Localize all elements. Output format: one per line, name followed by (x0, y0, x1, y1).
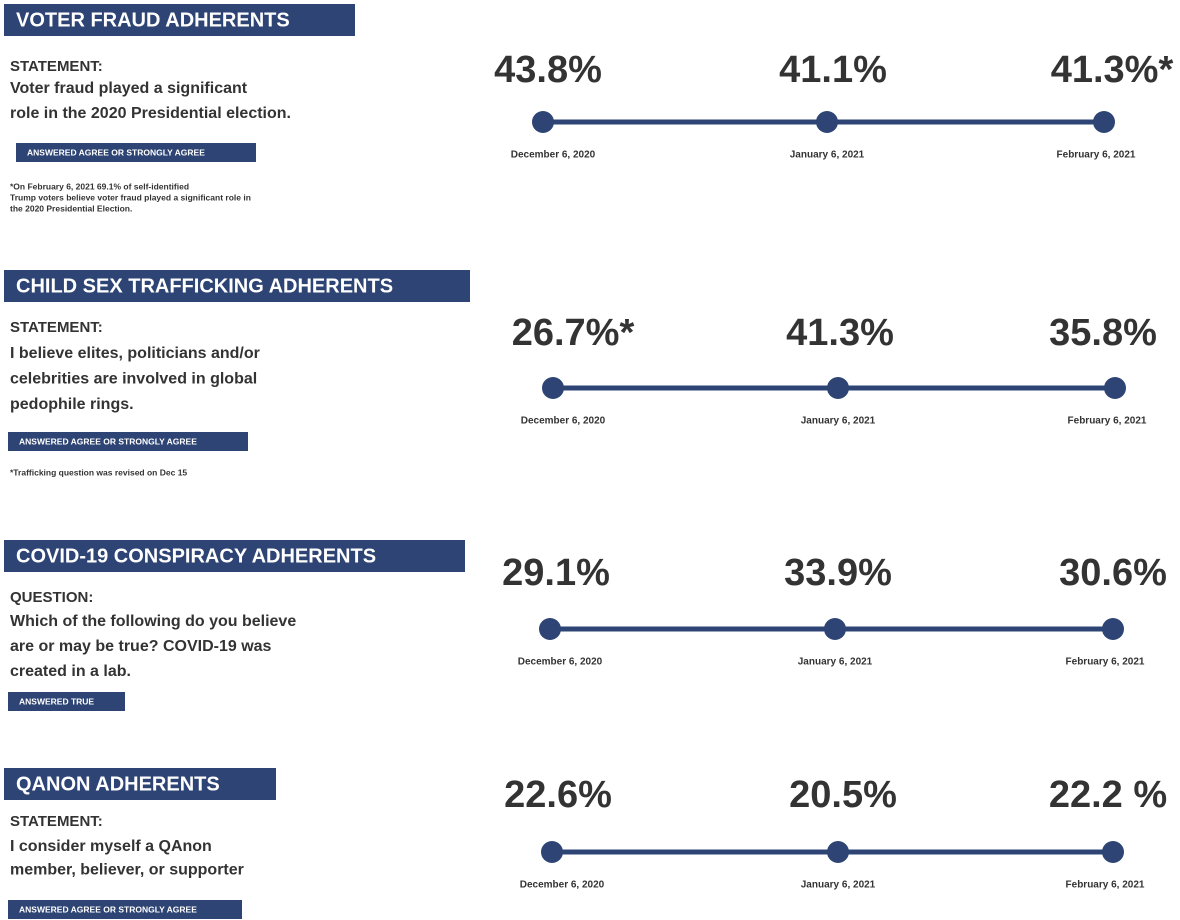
answer-badge-text: ANSWERED TRUE (19, 696, 94, 706)
date-label: January 6, 2021 (790, 150, 865, 161)
date-label: February 6, 2021 (1068, 416, 1147, 427)
date-label: January 6, 2021 (801, 880, 876, 891)
date-label: December 6, 2020 (521, 416, 606, 427)
answer-badge (16, 143, 256, 162)
answer-badge-text: ANSWERED AGREE OR STRONGLY AGREE (19, 904, 197, 914)
section-title: VOTER FRAUD ADHERENTS (16, 9, 290, 31)
statement-text: created in a lab. (10, 663, 131, 680)
answer-badge-text: ANSWERED AGREE OR STRONGLY AGREE (27, 147, 205, 157)
section-header-bar (4, 270, 470, 302)
section-header-bar (4, 768, 276, 800)
percent-value: 33.9% (784, 552, 892, 594)
timeline-dot (541, 841, 563, 863)
statement-label: STATEMENT: (10, 813, 103, 830)
percent-value: 41.1% (779, 49, 887, 91)
percent-value: 29.1% (502, 552, 610, 594)
percent-value: 30.6% (1059, 552, 1167, 594)
answer-badge (8, 900, 242, 919)
timeline-dot (1102, 841, 1124, 863)
statement-text: Which of the following do you believe (10, 613, 296, 630)
timeline-dot (542, 377, 564, 399)
footnote: the 2020 Presidential Election. (10, 203, 132, 213)
percent-value: 26.7%* (512, 312, 635, 354)
section-title: COVID-19 CONSPIRACY ADHERENTS (16, 545, 376, 567)
timeline-dot (1093, 111, 1115, 133)
date-label: January 6, 2021 (801, 416, 876, 427)
footnote: *Trafficking question was revised on Dec… (10, 467, 187, 477)
timeline-dot (827, 377, 849, 399)
section-title: CHILD SEX TRAFFICKING ADHERENTS (16, 275, 393, 297)
timeline-dot (1102, 618, 1124, 640)
timeline-dot (532, 111, 554, 133)
timeline-dot (1104, 377, 1126, 399)
timeline-dot (816, 111, 838, 133)
percent-value: 43.8% (494, 49, 602, 91)
timeline-dot (824, 618, 846, 640)
answer-badge-text: ANSWERED AGREE OR STRONGLY AGREE (19, 436, 197, 446)
statement-text: Voter fraud played a significant (10, 80, 248, 97)
statement-text: celebrities are involved in global (10, 371, 257, 388)
statement-text: I consider myself a QAnon (10, 838, 212, 855)
answer-badge (8, 432, 248, 451)
footnote: *On February 6, 2021 69.1% of self-ident… (10, 181, 189, 191)
statement-text: I believe elites, politicians and/or (10, 345, 260, 362)
date-label: December 6, 2020 (511, 150, 596, 161)
statement-label: STATEMENT: (10, 58, 103, 75)
timeline-dot (827, 841, 849, 863)
percent-value: 22.2 % (1049, 774, 1167, 816)
statement-text: member, believer, or supporter (10, 862, 244, 879)
date-label: February 6, 2021 (1066, 657, 1145, 668)
percent-value: 41.3%* (1051, 49, 1174, 91)
percent-value: 20.5% (789, 774, 897, 816)
footnote: Trump voters believe voter fraud played … (10, 192, 251, 202)
date-label: December 6, 2020 (520, 880, 605, 891)
percent-value: 22.6% (504, 774, 612, 816)
date-label: February 6, 2021 (1057, 150, 1136, 161)
date-label: December 6, 2020 (518, 657, 603, 668)
statement-text: pedophile rings. (10, 396, 134, 413)
section-title: QANON ADHERENTS (16, 773, 220, 795)
timeline-dot (539, 618, 561, 640)
statement-label: QUESTION: (10, 589, 93, 606)
answer-badge (8, 692, 125, 711)
percent-value: 41.3% (786, 312, 894, 354)
date-label: February 6, 2021 (1066, 880, 1145, 891)
section-header-bar (4, 4, 355, 36)
statement-label: STATEMENT: (10, 319, 103, 336)
statement-text: role in the 2020 Presidential election. (10, 105, 291, 122)
statement-text: are or may be true? COVID-19 was (10, 638, 272, 655)
percent-value: 35.8% (1049, 312, 1157, 354)
section-header-bar (4, 540, 465, 572)
date-label: January 6, 2021 (798, 657, 873, 668)
